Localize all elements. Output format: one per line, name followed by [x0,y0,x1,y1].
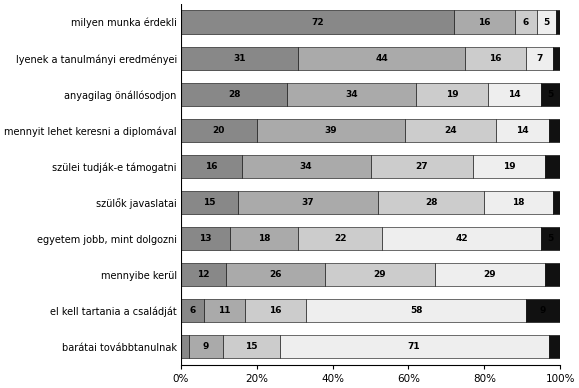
Bar [488,83,541,106]
Bar [230,227,299,250]
Text: 9: 9 [540,306,546,315]
Text: 16: 16 [489,54,502,63]
Text: 22: 22 [334,234,346,243]
Text: 7: 7 [536,54,543,63]
Text: 14: 14 [508,90,521,99]
Text: 72: 72 [311,18,324,27]
Text: 5: 5 [548,234,554,243]
Bar [545,155,560,178]
Text: 18: 18 [512,198,525,207]
Text: 29: 29 [373,270,386,279]
Text: 16: 16 [205,162,218,171]
Text: 34: 34 [345,90,358,99]
Bar [454,10,515,34]
Bar [416,83,488,106]
Bar [552,47,560,70]
Bar [378,191,484,214]
Text: 26: 26 [269,270,282,279]
Bar [382,227,541,250]
Text: 19: 19 [446,90,459,99]
Bar [181,263,226,286]
Bar [223,335,280,359]
Bar [541,227,560,250]
Bar [541,83,560,106]
Text: 27: 27 [415,162,428,171]
Text: 16: 16 [269,306,282,315]
Bar [549,119,560,142]
Bar [238,191,378,214]
Text: 39: 39 [324,126,337,135]
Bar [549,335,560,359]
Bar [435,263,545,286]
Bar [299,227,382,250]
Text: 29: 29 [483,270,496,279]
Bar [405,119,496,142]
Bar [181,47,299,70]
Bar [204,299,245,322]
Bar [181,119,256,142]
Text: 5: 5 [548,90,554,99]
Text: 37: 37 [302,198,314,207]
Text: 12: 12 [197,270,210,279]
Text: 20: 20 [212,126,225,135]
Bar [280,335,549,359]
Text: 5: 5 [544,18,550,27]
Bar [526,299,560,322]
Bar [371,155,473,178]
Bar [181,191,238,214]
Bar [181,10,454,34]
Text: 13: 13 [199,234,212,243]
Text: 9: 9 [203,342,209,351]
Text: 42: 42 [455,234,468,243]
Text: 34: 34 [300,162,313,171]
Text: 58: 58 [410,306,422,315]
Bar [256,119,405,142]
Text: 19: 19 [503,162,515,171]
Bar [181,299,204,322]
Bar [325,263,435,286]
Text: 15: 15 [245,342,257,351]
Text: 28: 28 [425,198,437,207]
Text: 44: 44 [376,54,389,63]
Bar [473,155,545,178]
Bar [466,47,526,70]
Bar [241,155,371,178]
Bar [537,10,556,34]
Bar [245,299,306,322]
Bar [299,47,466,70]
Text: 11: 11 [218,306,231,315]
Bar [181,335,189,359]
Text: 31: 31 [233,54,246,63]
Bar [181,83,287,106]
Text: 24: 24 [444,126,456,135]
Bar [545,263,560,286]
Bar [552,191,560,214]
Text: 6: 6 [523,18,529,27]
Bar [484,191,552,214]
Text: 28: 28 [228,90,240,99]
Bar [526,47,552,70]
Text: 15: 15 [203,198,215,207]
Text: 6: 6 [189,306,196,315]
Bar [181,155,241,178]
Text: 18: 18 [258,234,270,243]
Bar [181,227,230,250]
Bar [287,83,416,106]
Bar [496,119,549,142]
Text: 14: 14 [516,126,529,135]
Bar [515,10,537,34]
Bar [189,335,223,359]
Bar [306,299,526,322]
Text: 16: 16 [478,18,490,27]
Text: 71: 71 [408,342,420,351]
Bar [556,10,560,34]
Bar [226,263,325,286]
